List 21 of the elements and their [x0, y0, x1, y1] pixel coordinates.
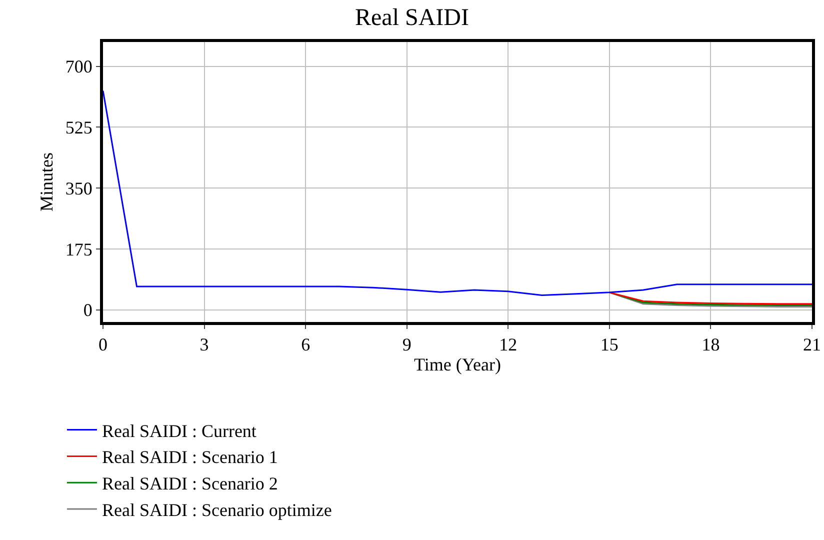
x-tick-label: 15 [600, 334, 618, 355]
x-tick-label: 12 [499, 334, 518, 355]
y-axis-title: Minutes [36, 152, 57, 212]
x-tick-label: 0 [98, 334, 108, 355]
line-series [103, 90, 812, 296]
y-tick-label: 700 [65, 56, 92, 77]
legend-label: Real SAIDI : Current [102, 420, 256, 441]
y-tick-label: 525 [65, 118, 92, 138]
x-tick-label: 9 [402, 334, 412, 355]
y-tick-label: 350 [65, 178, 92, 198]
x-tick-label: 21 [803, 334, 821, 355]
chart-title: Real SAIDI [355, 4, 469, 31]
x-tick-label: 18 [702, 334, 720, 355]
legend-label: Real SAIDI : Scenario 2 [102, 474, 278, 494]
legend-label: Real SAIDI : Scenario optimize [102, 500, 332, 520]
y-tick-label: 175 [65, 239, 92, 260]
x-tick-label: 6 [301, 334, 310, 355]
legend-label: Real SAIDI : Scenario 1 [102, 447, 278, 468]
x-tick-label: 3 [200, 334, 209, 355]
x-axis-title: Time (Year) [414, 354, 502, 375]
y-tick-label: 0 [83, 300, 92, 320]
